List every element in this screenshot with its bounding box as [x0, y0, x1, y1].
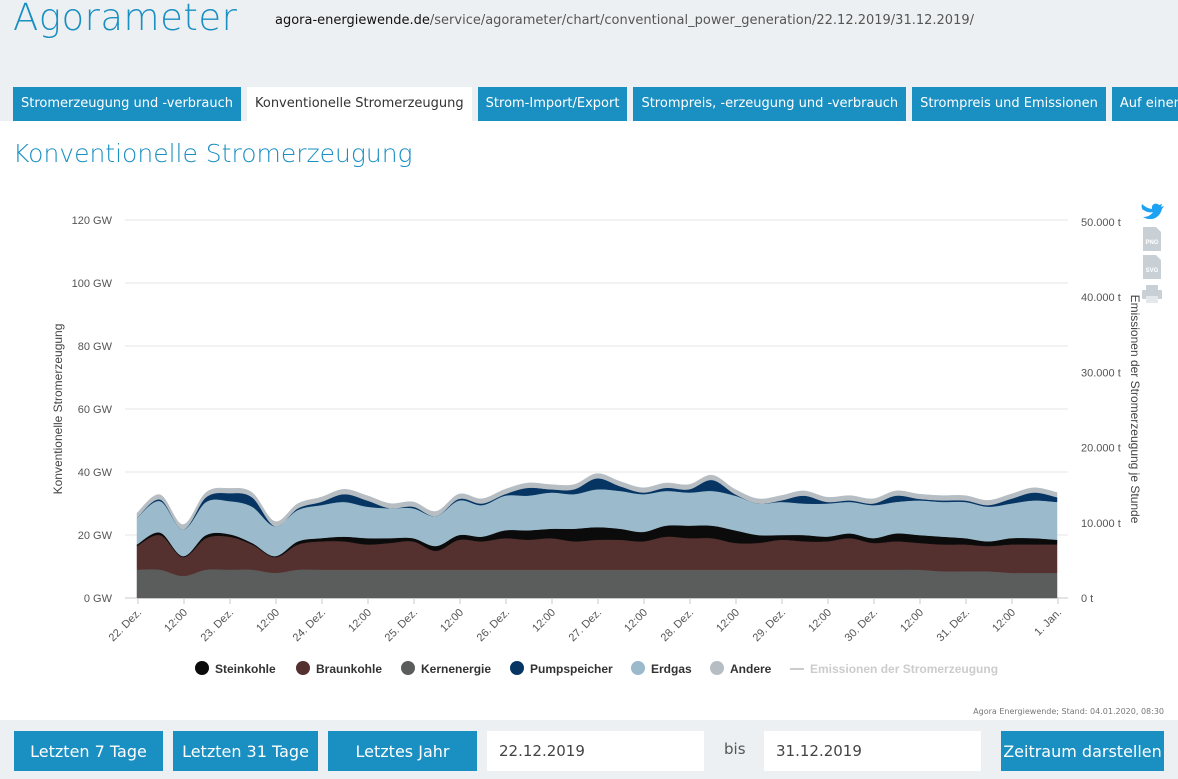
y-right-tick-label: 20.000 t	[1081, 443, 1121, 455]
x-tick-label: 24. Dez.	[291, 607, 328, 644]
tab-stromerzeugung-und-verbrauch[interactable]: Stromerzeugung und -verbrauch	[13, 87, 241, 121]
area-andere	[136, 473, 1058, 530]
last-year-button[interactable]: Letztes Jahr	[328, 731, 477, 771]
legend-item-kernenergie: Kernenergie	[421, 662, 491, 676]
last-7-days-button[interactable]: Letzten 7 Tage	[14, 731, 163, 771]
x-tick-label: 12:00	[530, 607, 558, 635]
y-tick-label: 40 GW	[78, 467, 113, 479]
y-tick-label: 100 GW	[72, 278, 113, 290]
url-path-text: agora-energiewende.de/service/agorameter…	[275, 13, 974, 28]
print-icon[interactable]	[1142, 285, 1162, 303]
x-tick-label: 12:00	[346, 607, 374, 635]
legend-item-braunkohle: Braunkohle	[316, 662, 382, 676]
y-tick-label: 60 GW	[78, 404, 113, 416]
x-tick-label: 12:00	[990, 607, 1018, 635]
legend-marker-braunkohle[interactable]	[296, 661, 310, 675]
chart-credit: Agora Energiewende; Stand: 04.01.2020, 0…	[973, 707, 1164, 716]
x-tick-label: 26. Dez.	[475, 607, 512, 644]
legend-marker-kernenergie[interactable]	[401, 661, 415, 675]
tab-strompreis-erzeugung-und-verbrauch[interactable]: Strompreis, -erzeugung und -verbrauch	[633, 87, 907, 121]
export-icons: PNG SVG	[1140, 201, 1164, 309]
legend-item-steinkohle: Steinkohle	[215, 662, 276, 676]
date-from-field[interactable]: 22.12.2019	[487, 731, 704, 771]
url-domain: agora-energiewende.de	[275, 13, 430, 28]
x-tick-label: 12:00	[622, 607, 650, 635]
y-right-tick-label: 40.000 t	[1081, 292, 1121, 304]
legend-marker-andere[interactable]	[710, 661, 724, 675]
legend-item-emissionen-der-stromerzeugung: Emissionen der Stromerzeugung	[810, 662, 998, 676]
area-kernenergie	[136, 568, 1058, 599]
legend-marker-erdgas[interactable]	[631, 661, 645, 675]
x-tick-label: 12:00	[438, 607, 466, 635]
chart-tabs: Stromerzeugung und -verbrauch Konventione…	[13, 87, 1178, 121]
show-period-button[interactable]: Zeitraum darstellen	[1001, 731, 1164, 771]
date-to-field[interactable]: 31.12.2019	[764, 731, 981, 771]
x-tick-label: 1. Jan.	[1032, 607, 1064, 639]
legend-item-erdgas: Erdgas	[651, 662, 692, 676]
x-tick-label: 29. Dez.	[751, 607, 788, 644]
x-tick-label: 12:00	[254, 607, 282, 635]
y-tick-label: 20 GW	[78, 530, 113, 542]
legend-item-pumpspeicher: Pumpspeicher	[530, 662, 613, 676]
y-right-tick-label: 10.000 t	[1081, 518, 1121, 530]
x-tick-label: 31. Dez.	[935, 607, 972, 644]
twitter-icon[interactable]	[1141, 203, 1164, 220]
tab-strom-import-export[interactable]: Strom-Import/Export	[477, 87, 628, 121]
svg-icon-label: SVG	[1146, 268, 1159, 274]
x-tick-label: 12:00	[898, 607, 926, 635]
url-path: /service/agorameter/chart/conventional_p…	[429, 13, 974, 28]
brand-logo-text[interactable]: Agorameter	[13, 0, 238, 39]
y-right-tick-label: 50.000 t	[1081, 217, 1121, 229]
png-icon-label: PNG	[1145, 240, 1158, 246]
y-right-axis-title: Emissionen der Stromerzeugung je Stunde	[1128, 295, 1142, 524]
legend-marker-steinkohle[interactable]	[195, 661, 209, 675]
tab-auf-einen-blick[interactable]: Auf einen Blick	[1111, 87, 1178, 121]
legend-marker-pumpspeicher[interactable]	[510, 661, 524, 675]
last-31-days-button[interactable]: Letzten 31 Tage	[173, 731, 318, 771]
y-tick-label: 120 GW	[72, 215, 113, 227]
x-tick-label: 12:00	[714, 607, 742, 635]
x-tick-label: 28. Dez.	[659, 607, 696, 644]
tab-konventionelle-stromerzeugung[interactable]: Konventionelle Stromerzeugung	[246, 87, 472, 121]
chart-panel: Konventionelle Stromerzeugung 0 GW 20 GW 4…	[0, 121, 1178, 720]
legend-item-andere: Andere	[730, 662, 772, 676]
x-tick-label: 25. Dez.	[383, 607, 420, 644]
png-download-icon[interactable]: PNG	[1143, 227, 1161, 251]
x-tick-label: 12:00	[162, 607, 190, 635]
y-axis-title: Konventionelle Stromerzeugung	[51, 324, 65, 495]
page-title: Konventionelle Stromerzeugung	[13, 139, 413, 168]
y-right-tick-label: 0 t	[1081, 593, 1093, 605]
bis-label: bis	[724, 740, 746, 758]
footer-controls: Letzten 7 Tage Letzten 31 Tage Letztes J…	[0, 720, 1178, 779]
x-tick-label: 23. Dez.	[199, 607, 236, 644]
tab-strompreis-und-emissionen[interactable]: Strompreis und Emissionen	[912, 87, 1106, 121]
svg-download-icon[interactable]: SVG	[1143, 255, 1161, 279]
x-tick-label: 22. Dez.	[107, 607, 144, 644]
x-tick-label: 30. Dez.	[843, 607, 880, 644]
y-tick-label: 80 GW	[78, 341, 113, 353]
x-tick-label: 12:00	[806, 607, 834, 635]
x-tick-label: 27. Dez.	[567, 607, 604, 644]
y-tick-label: 0 GW	[84, 593, 113, 605]
y-right-tick-label: 30.000 t	[1081, 367, 1121, 379]
conventional-generation-chart: 0 GW 20 GW 40 GW 60 GW 80 GW 100 GW 120 GW 0 t 1…	[51, 215, 1142, 676]
